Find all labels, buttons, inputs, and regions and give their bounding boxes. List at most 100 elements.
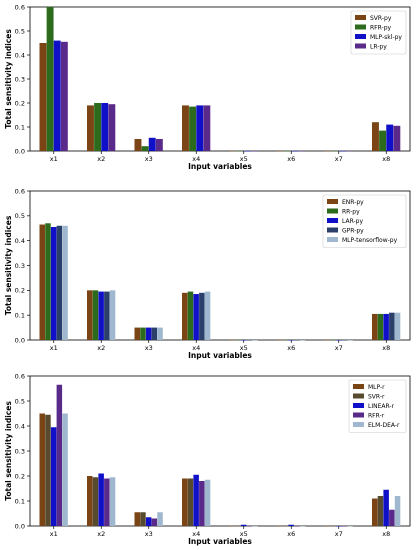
bar-LAR-py-x8 (383, 313, 389, 340)
bar-SVR-py-x1 (39, 43, 47, 151)
legend-label: SVR-py (370, 15, 392, 22)
bar-MLP-tensorflow-py-x3 (157, 327, 163, 340)
chart-panel-3: 0.0 0.1 0.2 0.3 0.4 0.5 0.6 x1 x2 x3 x4 x5 x6 x7 x8 Inp… (4, 372, 411, 546)
x-tick-label: x4 (192, 344, 200, 352)
bar-LAR-py-x3 (145, 327, 152, 340)
y-tick-label: 0.1 (15, 497, 25, 505)
legend-label: LR-py (370, 43, 387, 50)
bar-RFR-py-x2 (94, 103, 102, 151)
bar-ENR-py-x1 (39, 224, 45, 340)
y-tick-label: 0.4 (15, 422, 25, 430)
bar-SVR-r-x8 (377, 496, 384, 526)
y-tick-label: 0.0 (15, 336, 25, 344)
y-tick-label: 0.2 (15, 472, 25, 480)
legend: MLP-r SVR-r LINEAR-r RFR-r ELM-DEA-r (348, 379, 407, 433)
y-axis-label: Total sensitivity indices (4, 29, 13, 129)
y-tick-label: 0.0 (15, 147, 25, 155)
legend-label: LAR-py (342, 218, 363, 225)
y-tick-label: 0.3 (15, 262, 25, 270)
x-tick-label: x5 (240, 344, 248, 352)
legend-swatch (355, 24, 366, 30)
y-tick-label: 0.6 (15, 3, 25, 11)
x-axis-label: Input variables (188, 537, 252, 546)
legend-swatch (355, 15, 366, 20)
bar-RFR-r-x8 (389, 509, 395, 526)
legend-swatch (327, 227, 338, 233)
bar-MLP-skl-py-x3 (148, 137, 156, 151)
bar-LINEAR-r-x2 (98, 473, 104, 526)
legend-box (322, 194, 407, 248)
legend-swatch (353, 393, 364, 399)
bar-ENR-py-x4 (182, 292, 188, 340)
bar-LINEAR-r-x3 (145, 517, 152, 526)
x-tick-label: x8 (382, 344, 390, 352)
legend-label: RFR-r (368, 412, 385, 419)
bar-MLP-tensorflow-py-x4 (204, 291, 211, 340)
bar-RFR-py-x1 (46, 7, 54, 151)
legend-label: MLP-tensorflow-py (342, 237, 398, 244)
y-tick-label: 0.6 (15, 372, 25, 380)
bar-ELM-DEA-r-x1 (62, 413, 68, 526)
legend-swatch (355, 43, 366, 49)
bar-ENR-py-x3 (134, 327, 140, 340)
legend-label: ENR-py (342, 199, 364, 206)
y-tick-label: 0.2 (15, 287, 25, 295)
bar-MLP-r-x2 (87, 476, 93, 526)
x-tick-label: x2 (97, 530, 105, 538)
bar-LINEAR-r-x8 (383, 489, 389, 526)
x-tick-label: x4 (192, 155, 200, 163)
legend-swatch (355, 34, 366, 39)
bar-GPR-py-x1 (56, 225, 63, 340)
x-tick-label: x7 (335, 344, 343, 352)
bar-SVR-r-x4 (187, 478, 194, 526)
bar-MLP-skl-py-x1 (53, 40, 61, 151)
x-tick-label: x1 (50, 155, 58, 163)
legend: ENR-py RR-py LAR-py GPR-py MLP-tensorflow-py (322, 194, 407, 248)
bar-MLP-r-x3 (134, 512, 140, 526)
legend-label: SVR-r (368, 393, 385, 400)
bar-MLP-r-x4 (182, 478, 188, 526)
legend-label: MLP-r (368, 384, 385, 391)
y-tick-label: 0.1 (15, 311, 25, 319)
y-tick-label: 0.5 (15, 27, 25, 35)
chart-panel-1: 0.0 0.1 0.2 0.3 0.4 0.5 0.6 x1 x2 x3 x4 x5 x6 x7 x8 Inp… (4, 3, 411, 171)
legend-swatch (353, 384, 364, 389)
y-axis-label: Total sensitivity indices (4, 215, 13, 315)
x-tick-label: x5 (240, 155, 248, 163)
legend-box (350, 10, 407, 55)
y-tick-label: 0.3 (15, 447, 25, 455)
bar-RFR-r-x3 (151, 518, 158, 526)
x-tick-label: x6 (287, 344, 295, 352)
x-tick-label: x7 (335, 530, 343, 538)
bar-RFR-r-x2 (104, 478, 110, 526)
bar-LINEAR-r-x1 (50, 427, 57, 526)
x-tick-label: x1 (50, 344, 58, 352)
x-tick-label: x4 (192, 530, 200, 538)
legend: SVR-py RFR-py MLP-skl-py LR-py (350, 10, 407, 55)
legend-label: RFR-py (370, 24, 392, 31)
chart-panel-2: 0.0 0.1 0.2 0.3 0.4 0.5 0.6 x1 x2 x3 x4 x5 x6 x7 x8 Inp… (4, 187, 411, 360)
bar-LINEAR-r-x4 (193, 474, 199, 526)
y-tick-label: 0.0 (15, 522, 25, 530)
bar-LINEAR-r-x6 (288, 524, 294, 526)
legend-swatch (327, 199, 338, 204)
x-axis-label: Input variables (188, 351, 252, 360)
x-tick-label: x3 (145, 155, 153, 163)
legend-label: MLP-skl-py (370, 34, 402, 41)
bar-LAR-py-x4 (193, 294, 199, 340)
legend-label: LINEAR-r (368, 403, 395, 410)
bar-GPR-py-x8 (389, 312, 395, 340)
legend-swatch (353, 412, 364, 418)
bar-RR-py-x8 (377, 313, 384, 340)
legend-label: GPR-py (342, 227, 364, 234)
bar-LAR-py-x2 (98, 291, 104, 340)
bar-RFR-r-x4 (199, 481, 205, 526)
x-tick-label: x8 (382, 530, 390, 538)
bar-SVR-r-x3 (140, 512, 146, 526)
x-tick-label: x6 (287, 155, 295, 163)
bar-MLP-tensorflow-py-x8 (394, 312, 401, 340)
bar-RFR-r-x1 (56, 384, 63, 526)
y-tick-label: 0.2 (15, 99, 25, 107)
bar-GPR-py-x4 (199, 292, 205, 340)
